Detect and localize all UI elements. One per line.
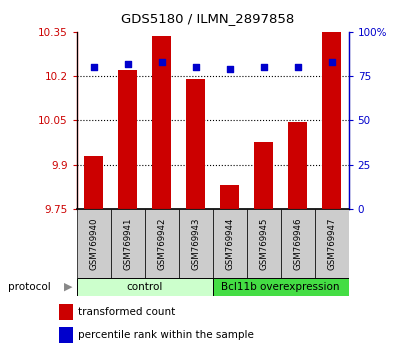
- Text: GDS5180 / ILMN_2897858: GDS5180 / ILMN_2897858: [121, 12, 294, 25]
- Bar: [77, 278, 213, 296]
- Bar: [281, 209, 315, 278]
- Text: GSM769941: GSM769941: [123, 217, 132, 270]
- Text: GSM769943: GSM769943: [191, 217, 200, 270]
- Bar: [111, 209, 145, 278]
- Bar: [247, 209, 281, 278]
- Text: percentile rank within the sample: percentile rank within the sample: [78, 330, 254, 340]
- Point: [124, 61, 131, 67]
- Point: [294, 64, 301, 70]
- Point: [193, 64, 199, 70]
- Text: Bcl11b overexpression: Bcl11b overexpression: [221, 282, 340, 292]
- Bar: [315, 209, 349, 278]
- Bar: [254, 143, 273, 209]
- Text: transformed count: transformed count: [78, 307, 175, 317]
- Text: GSM769944: GSM769944: [225, 217, 234, 270]
- Text: GSM769942: GSM769942: [157, 217, 166, 270]
- Point: [226, 66, 233, 72]
- Bar: [152, 36, 171, 209]
- Text: GSM769940: GSM769940: [89, 217, 98, 270]
- Text: control: control: [127, 282, 163, 292]
- Bar: [179, 209, 213, 278]
- Bar: [145, 209, 179, 278]
- Bar: [118, 70, 137, 209]
- Text: GSM769947: GSM769947: [327, 217, 336, 270]
- Point: [260, 64, 267, 70]
- Text: GSM769946: GSM769946: [293, 217, 302, 270]
- Bar: [220, 185, 239, 209]
- Text: protocol: protocol: [8, 282, 51, 292]
- Bar: [77, 209, 111, 278]
- Bar: [288, 122, 307, 209]
- Point: [90, 64, 97, 70]
- Bar: [322, 32, 341, 209]
- Bar: [186, 79, 205, 209]
- Bar: [213, 278, 349, 296]
- Text: GSM769945: GSM769945: [259, 217, 268, 270]
- Text: ▶: ▶: [64, 282, 73, 292]
- Bar: [213, 209, 247, 278]
- Bar: [84, 156, 103, 209]
- Bar: [59, 304, 73, 320]
- Bar: [59, 327, 73, 343]
- Point: [328, 59, 335, 65]
- Point: [159, 59, 165, 65]
